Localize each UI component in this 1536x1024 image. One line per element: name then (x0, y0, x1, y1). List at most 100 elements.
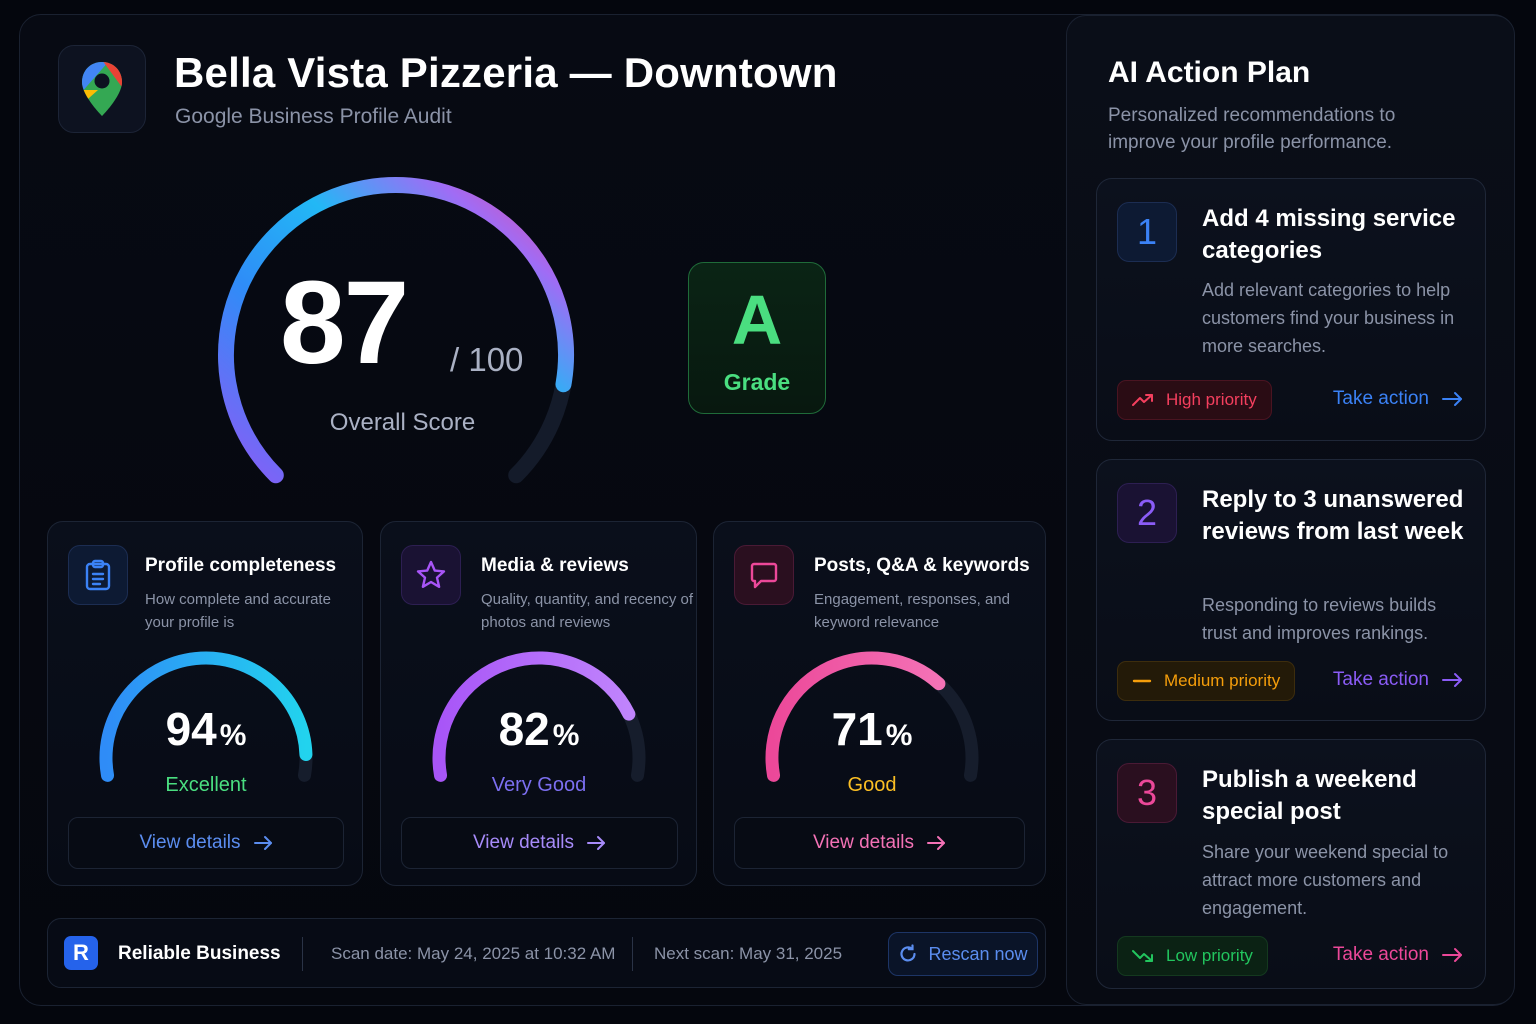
gauge-fill (218, 177, 574, 484)
trending-up-icon (1132, 394, 1153, 406)
card-description: Quality, quantity, and recency of photos… (481, 591, 694, 631)
action-item: 3 Publish a weekend special post Share y… (1096, 739, 1486, 989)
card-title: Media & reviews (481, 555, 629, 576)
take-action-label: Take action (1332, 669, 1429, 690)
card-rating: Excellent (165, 774, 247, 796)
clipboard-icon (68, 545, 128, 605)
view-details-label: View details (812, 832, 915, 853)
action-number: 2 (1117, 483, 1177, 543)
divider (632, 937, 633, 971)
grade-letter: A (731, 281, 783, 359)
card-media-reviews: Media & reviews Quality, quantity, and r… (380, 521, 697, 886)
gauge-fill (99, 651, 313, 782)
card-description: Engagement, responses, and keyword relev… (814, 591, 1010, 631)
action-title: Publish a weekend special post (1202, 766, 1417, 825)
action-item: 2 Reply to 3 unanswered reviews from las… (1096, 459, 1486, 721)
card-percent: 71% (754, 702, 990, 756)
action-description: Add relevant categories to help customer… (1202, 280, 1455, 356)
arrow-right-icon (927, 836, 946, 850)
overall-score-caption: Overall Score (329, 409, 476, 436)
card-gauge-arc (432, 651, 646, 782)
trending-down-icon (1132, 950, 1153, 962)
card-posts-qa-keywords: Posts, Q&A & keywords Engagement, respon… (713, 521, 1046, 886)
grade-label: Grade (723, 369, 791, 395)
card-profile-completeness: Profile completeness How complete and ac… (47, 521, 363, 886)
rescan-label: Rescan now (928, 943, 1028, 964)
google-maps-logo (58, 45, 146, 133)
action-plan-subtitle: Personalized recommendations to improve … (1108, 105, 1396, 153)
card-percent-symbol: % (219, 719, 247, 752)
map-pin-icon (82, 62, 122, 116)
overall-score-gauge: 87 / 100 Overall Score (180, 155, 600, 515)
priority-label: Medium priority (1164, 671, 1281, 690)
card-percent-value: 71 (831, 703, 883, 755)
take-action-button[interactable]: Take action (1333, 388, 1463, 410)
card-gauge-arc (99, 651, 313, 782)
arrow-right-icon (253, 836, 272, 850)
main-panel: Bella Vista Pizzeria — Downtown Google B… (20, 15, 1066, 1007)
take-action-button[interactable]: Take action (1333, 944, 1463, 966)
arrow-right-icon (1442, 948, 1462, 962)
dashboard-frame: Bella Vista Pizzeria — Downtown Google B… (19, 14, 1515, 1006)
view-details-label: View details (139, 832, 241, 853)
priority-badge: High priority (1117, 380, 1272, 420)
card-percent-value: 82 (498, 703, 550, 755)
view-details-button[interactable]: View details (401, 817, 678, 869)
star-icon (401, 545, 461, 605)
take-action-button[interactable]: Take action (1333, 669, 1463, 691)
card-percent-symbol: % (552, 719, 580, 752)
view-details-button[interactable]: View details (68, 817, 344, 869)
action-title: Add 4 missing service categories (1202, 205, 1456, 264)
priority-label: Low priority (1166, 946, 1253, 965)
overall-gauge-arc (218, 177, 574, 484)
card-percent-symbol: % (885, 719, 913, 752)
card-title: Profile completeness (145, 555, 337, 576)
priority-label: High priority (1166, 390, 1257, 409)
divider (302, 937, 303, 971)
action-item: 1 Add 4 missing service categories Add r… (1096, 178, 1486, 441)
arrow-right-icon (1442, 673, 1462, 687)
card-rating: Very Good (491, 774, 587, 796)
minus-icon (1132, 679, 1152, 683)
grade-badge: A Grade (688, 262, 826, 414)
action-number: 1 (1117, 202, 1177, 262)
chat-bubble-icon (734, 545, 794, 605)
view-details-label: View details (472, 832, 575, 853)
rescan-button[interactable]: Rescan now (888, 932, 1038, 976)
arrow-right-icon (1442, 392, 1462, 406)
priority-badge: Low priority (1117, 936, 1268, 976)
gauge-fill (432, 651, 636, 782)
card-gauge-arc (765, 651, 979, 782)
page-subtitle: Google Business Profile Audit (175, 105, 452, 128)
ai-action-plan-panel: AI Action Plan Personalized recommendati… (1066, 15, 1515, 1005)
action-number: 3 (1117, 763, 1177, 823)
card-percent: 82% (421, 702, 657, 756)
overall-score-value: 87 (280, 257, 409, 389)
action-description: Share your weekend special to attract mo… (1202, 842, 1449, 918)
action-title: Reply to 3 unanswered reviews from last … (1202, 486, 1464, 545)
card-percent-value: 94 (165, 703, 217, 755)
priority-badge: Medium priority (1117, 661, 1296, 701)
brand-name: Reliable Business (118, 943, 281, 964)
take-action-label: Take action (1332, 944, 1429, 965)
card-gauge: 71% Good (754, 650, 990, 800)
scan-info-bar: R Reliable Business Scan date: May 24, 2… (47, 918, 1046, 988)
brand-logo: R (64, 936, 98, 970)
page-title: Bella Vista Pizzeria — Downtown (174, 49, 838, 96)
arrow-right-icon (587, 836, 606, 850)
gauge-fill (765, 651, 946, 782)
overall-score-max: / 100 (450, 341, 524, 378)
card-percent: 94% (88, 702, 324, 756)
card-rating: Good (847, 774, 897, 796)
action-plan-title: AI Action Plan (1108, 56, 1311, 89)
refresh-icon (900, 944, 917, 962)
scan-date: Scan date: May 24, 2025 at 10:32 AM (331, 944, 616, 963)
card-description: How complete and accurate your profile i… (145, 591, 331, 631)
card-title: Posts, Q&A & keywords (814, 555, 1030, 576)
card-gauge: 82% Very Good (421, 650, 657, 800)
action-description: Responding to reviews builds trust and i… (1202, 595, 1437, 643)
view-details-button[interactable]: View details (734, 817, 1025, 869)
card-gauge: 94% Excellent (88, 650, 324, 800)
next-scan: Next scan: May 31, 2025 (654, 944, 843, 963)
take-action-label: Take action (1332, 388, 1429, 409)
